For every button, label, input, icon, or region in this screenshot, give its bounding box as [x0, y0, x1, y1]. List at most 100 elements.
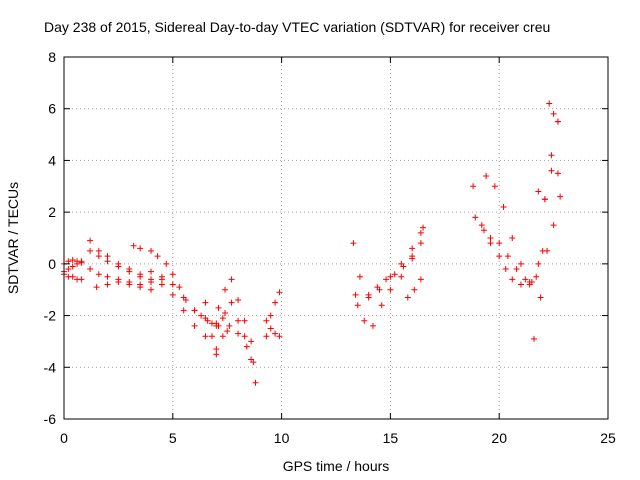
data-point — [513, 266, 520, 273]
x-tick-label: 15 — [383, 430, 399, 446]
data-point — [169, 281, 176, 288]
data-points — [61, 100, 564, 386]
y-tick-label: 4 — [48, 152, 56, 168]
y-tick-label: 0 — [48, 256, 56, 272]
data-point — [243, 343, 250, 350]
data-point — [115, 278, 122, 285]
data-point — [69, 263, 76, 270]
data-point — [115, 263, 122, 270]
data-point — [235, 317, 242, 324]
y-tick-label: -2 — [44, 308, 57, 324]
y-tick-label: 2 — [48, 204, 56, 220]
x-tick-label: 10 — [274, 430, 290, 446]
data-point — [550, 222, 557, 229]
data-point — [537, 294, 544, 301]
data-point — [202, 333, 209, 340]
data-point — [69, 273, 76, 280]
data-point — [502, 266, 509, 273]
data-point — [535, 188, 542, 195]
data-point — [420, 224, 427, 231]
data-point — [137, 245, 144, 252]
data-point — [487, 235, 494, 241]
data-point — [478, 222, 485, 229]
data-point — [535, 260, 542, 267]
series-arc18 — [470, 183, 546, 288]
data-point — [158, 273, 165, 280]
data-point — [250, 359, 257, 366]
data-point — [548, 167, 555, 174]
data-point — [369, 322, 376, 329]
data-point — [219, 315, 226, 322]
x-axis-label: GPS time / hours — [283, 458, 390, 474]
data-point — [404, 294, 411, 301]
data-point — [163, 260, 170, 267]
data-point — [509, 276, 516, 283]
data-point — [483, 172, 490, 179]
data-point — [222, 286, 229, 293]
data-point — [169, 291, 176, 298]
data-point — [158, 281, 165, 288]
data-point — [169, 271, 176, 278]
series-arc16 — [354, 229, 424, 309]
data-point — [361, 317, 368, 324]
data-point — [350, 240, 357, 247]
data-point — [87, 237, 94, 244]
series-arc9 — [202, 276, 259, 386]
data-point — [130, 242, 137, 249]
data-point — [398, 260, 405, 267]
data-point — [504, 253, 511, 260]
data-point — [533, 273, 540, 280]
data-point — [213, 351, 220, 358]
data-point — [354, 302, 361, 309]
data-point — [215, 304, 222, 311]
data-point — [248, 338, 255, 345]
data-point — [526, 278, 533, 285]
data-point — [137, 284, 144, 291]
grid-lines — [64, 57, 608, 419]
series-arc11 — [213, 322, 257, 366]
data-point — [398, 273, 405, 280]
data-point — [272, 299, 279, 306]
data-point — [263, 317, 270, 324]
y-tick-label: 6 — [48, 101, 56, 117]
data-point — [500, 203, 507, 210]
data-point — [554, 118, 561, 125]
series-arc21 — [531, 193, 564, 342]
data-point — [263, 333, 270, 340]
data-point — [180, 307, 187, 314]
series-arc3 — [61, 271, 85, 283]
data-point — [204, 317, 211, 324]
data-point — [137, 271, 144, 278]
data-point — [544, 247, 551, 254]
data-point — [198, 312, 205, 319]
data-point — [148, 247, 155, 254]
data-point — [391, 271, 398, 278]
data-point — [241, 333, 248, 340]
data-point — [202, 299, 209, 306]
data-point — [126, 281, 133, 288]
series-arc7 — [130, 242, 226, 327]
data-point — [65, 266, 72, 273]
x-tick-label: 5 — [169, 430, 177, 446]
data-point — [95, 271, 102, 278]
data-point — [548, 152, 555, 159]
data-point — [356, 273, 363, 280]
series-arc10 — [208, 299, 255, 363]
data-point — [154, 253, 161, 260]
data-point — [470, 183, 477, 190]
chart-title: Day 238 of 2015, Sidereal Day-to-day VTE… — [44, 19, 550, 35]
data-point — [491, 183, 498, 190]
data-point — [87, 247, 94, 254]
data-point — [417, 229, 424, 236]
data-point — [417, 240, 424, 247]
data-point — [95, 253, 102, 260]
data-point — [352, 291, 359, 298]
data-point — [104, 273, 111, 280]
data-point — [267, 325, 274, 332]
data-point — [93, 284, 100, 291]
series-arc12 — [263, 289, 283, 340]
data-point — [480, 227, 487, 234]
data-point — [224, 328, 231, 335]
y-tick-label: -4 — [44, 359, 57, 375]
data-point — [409, 255, 416, 262]
